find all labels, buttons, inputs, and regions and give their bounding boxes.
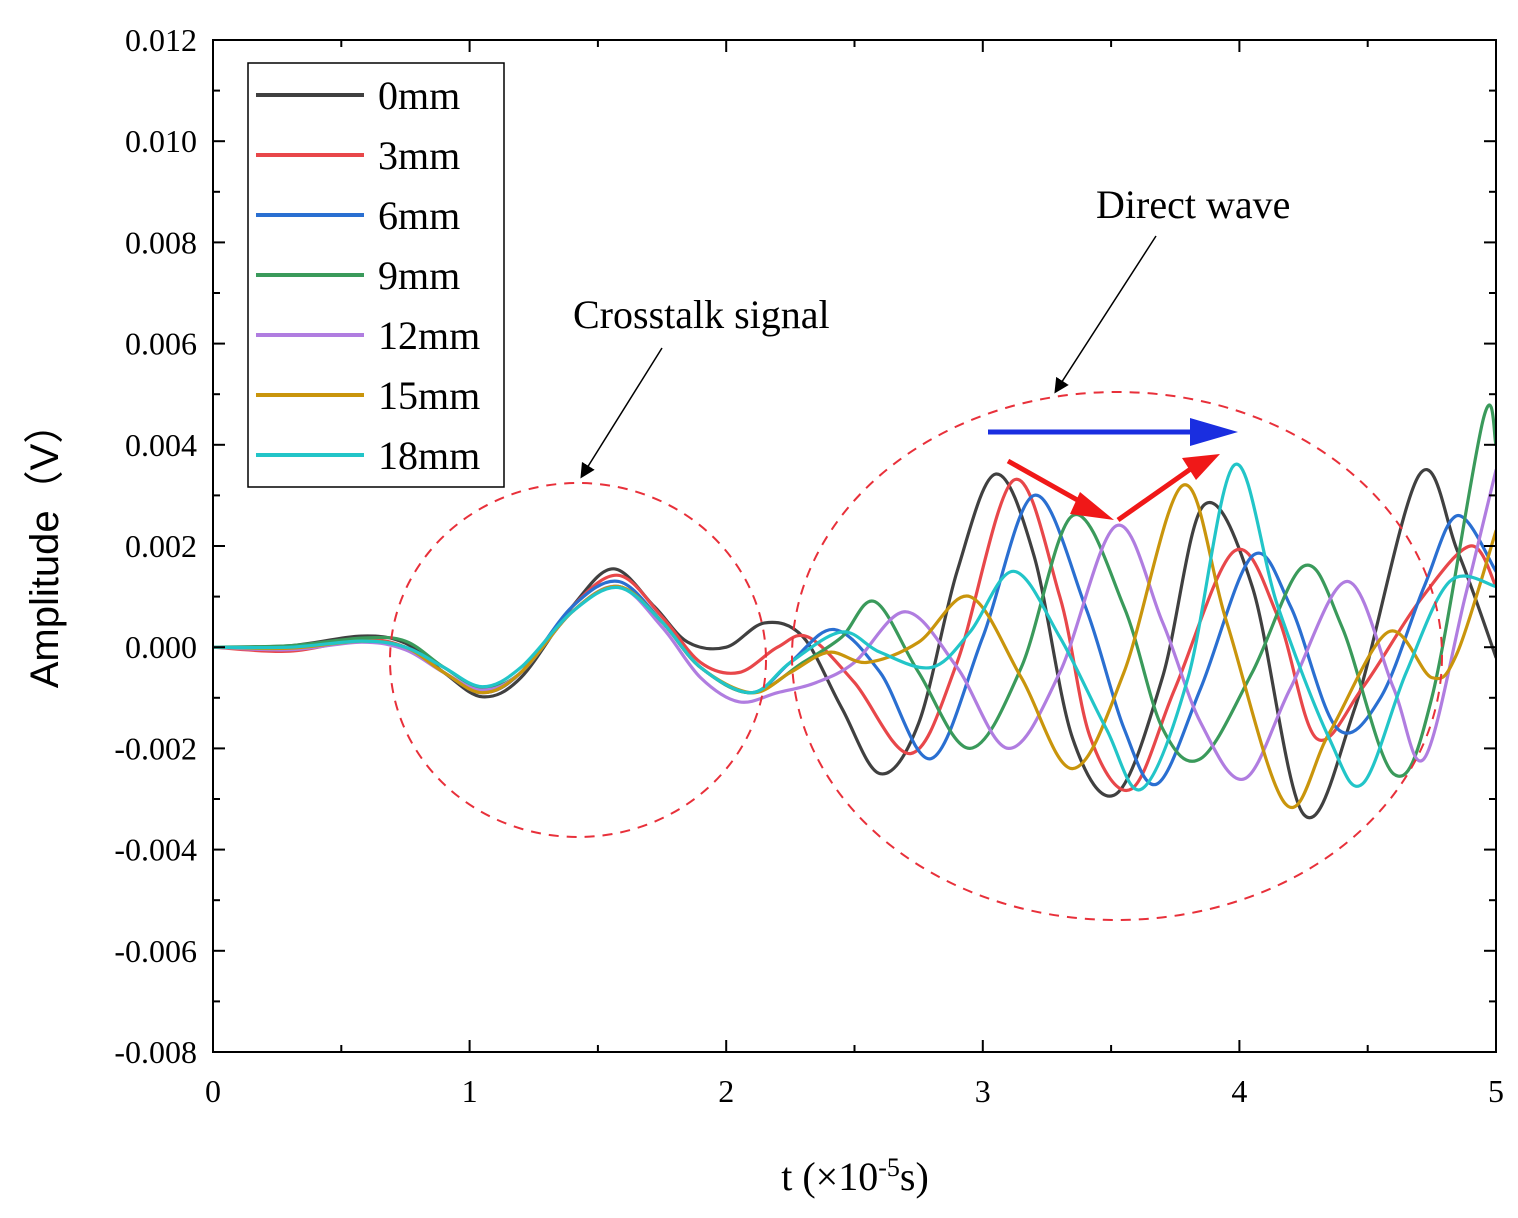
x-tick-label: 2 <box>718 1073 734 1109</box>
series-line-0mm <box>213 468 1496 820</box>
y-tick-label: -0.006 <box>114 933 197 969</box>
legend-label-3mm: 3mm <box>378 133 460 178</box>
series-line-9mm <box>213 403 1496 778</box>
y-tick-label: 0.004 <box>125 427 197 463</box>
x-tick-label: 1 <box>462 1073 478 1109</box>
series-line-18mm <box>213 462 1496 792</box>
red-arrow-down-line <box>1006 458 1090 509</box>
y-tick-label: 0.010 <box>125 123 197 159</box>
x-axis-title-tail: s) <box>900 1154 929 1199</box>
legend-label-15mm: 15mm <box>378 373 480 418</box>
series-line-15mm <box>213 483 1496 809</box>
legend: 0mm 3mm 6mm 9mm 12mm 15mm 18mm <box>256 73 480 478</box>
y-tick-label: 0.012 <box>125 22 197 58</box>
x-axis-title: t (×10-5s) <box>781 1153 929 1200</box>
x-axis-title-exponent: -5 <box>878 1153 900 1182</box>
direct-wave-callout-arrow <box>1054 235 1157 394</box>
red-arrow-up-line <box>1116 465 1194 523</box>
crosstalk-ellipse <box>389 482 767 838</box>
legend-label-6mm: 6mm <box>378 193 460 238</box>
y-tick-label: 0.008 <box>125 224 197 260</box>
red-arrow-down-head <box>1070 492 1114 520</box>
blue-shift-arrowhead <box>1190 418 1238 446</box>
series-line-12mm <box>213 468 1496 781</box>
legend-label-9mm: 9mm <box>378 253 460 298</box>
direct-wave-label: Direct wave <box>1096 182 1290 227</box>
y-axis-title: Amplitude（V） <box>23 404 67 689</box>
y-tick-label: -0.008 <box>114 1034 197 1070</box>
x-tick-label: 3 <box>975 1073 991 1109</box>
y-tick-label: 0.000 <box>125 629 197 665</box>
x-axis-title-main: t (×10 <box>781 1154 878 1199</box>
axis-layer: 0 1 2 3 4 5 -0.008 -0.006 -0.004 -0.002 0.000 0.002… <box>114 22 1504 1109</box>
y-tick-label: 0.002 <box>125 528 197 564</box>
x-tick-label: 4 <box>1231 1073 1247 1109</box>
y-tick-label: -0.002 <box>114 730 197 766</box>
x-tick-label: 0 <box>205 1073 221 1109</box>
crosstalk-callout-arrow <box>580 347 663 479</box>
series-layer <box>213 403 1496 820</box>
crosstalk-label: Crosstalk signal <box>573 292 830 337</box>
red-arrow-up-head <box>1182 454 1220 480</box>
legend-label-18mm: 18mm <box>378 433 480 478</box>
legend-label-12mm: 12mm <box>378 313 480 358</box>
legend-label-0mm: 0mm <box>378 73 460 118</box>
direct-wave-ellipse <box>791 391 1443 921</box>
x-tick-label: 5 <box>1488 1073 1504 1109</box>
y-tick-label: 0.006 <box>125 326 197 362</box>
y-tick-label: -0.004 <box>114 832 197 868</box>
